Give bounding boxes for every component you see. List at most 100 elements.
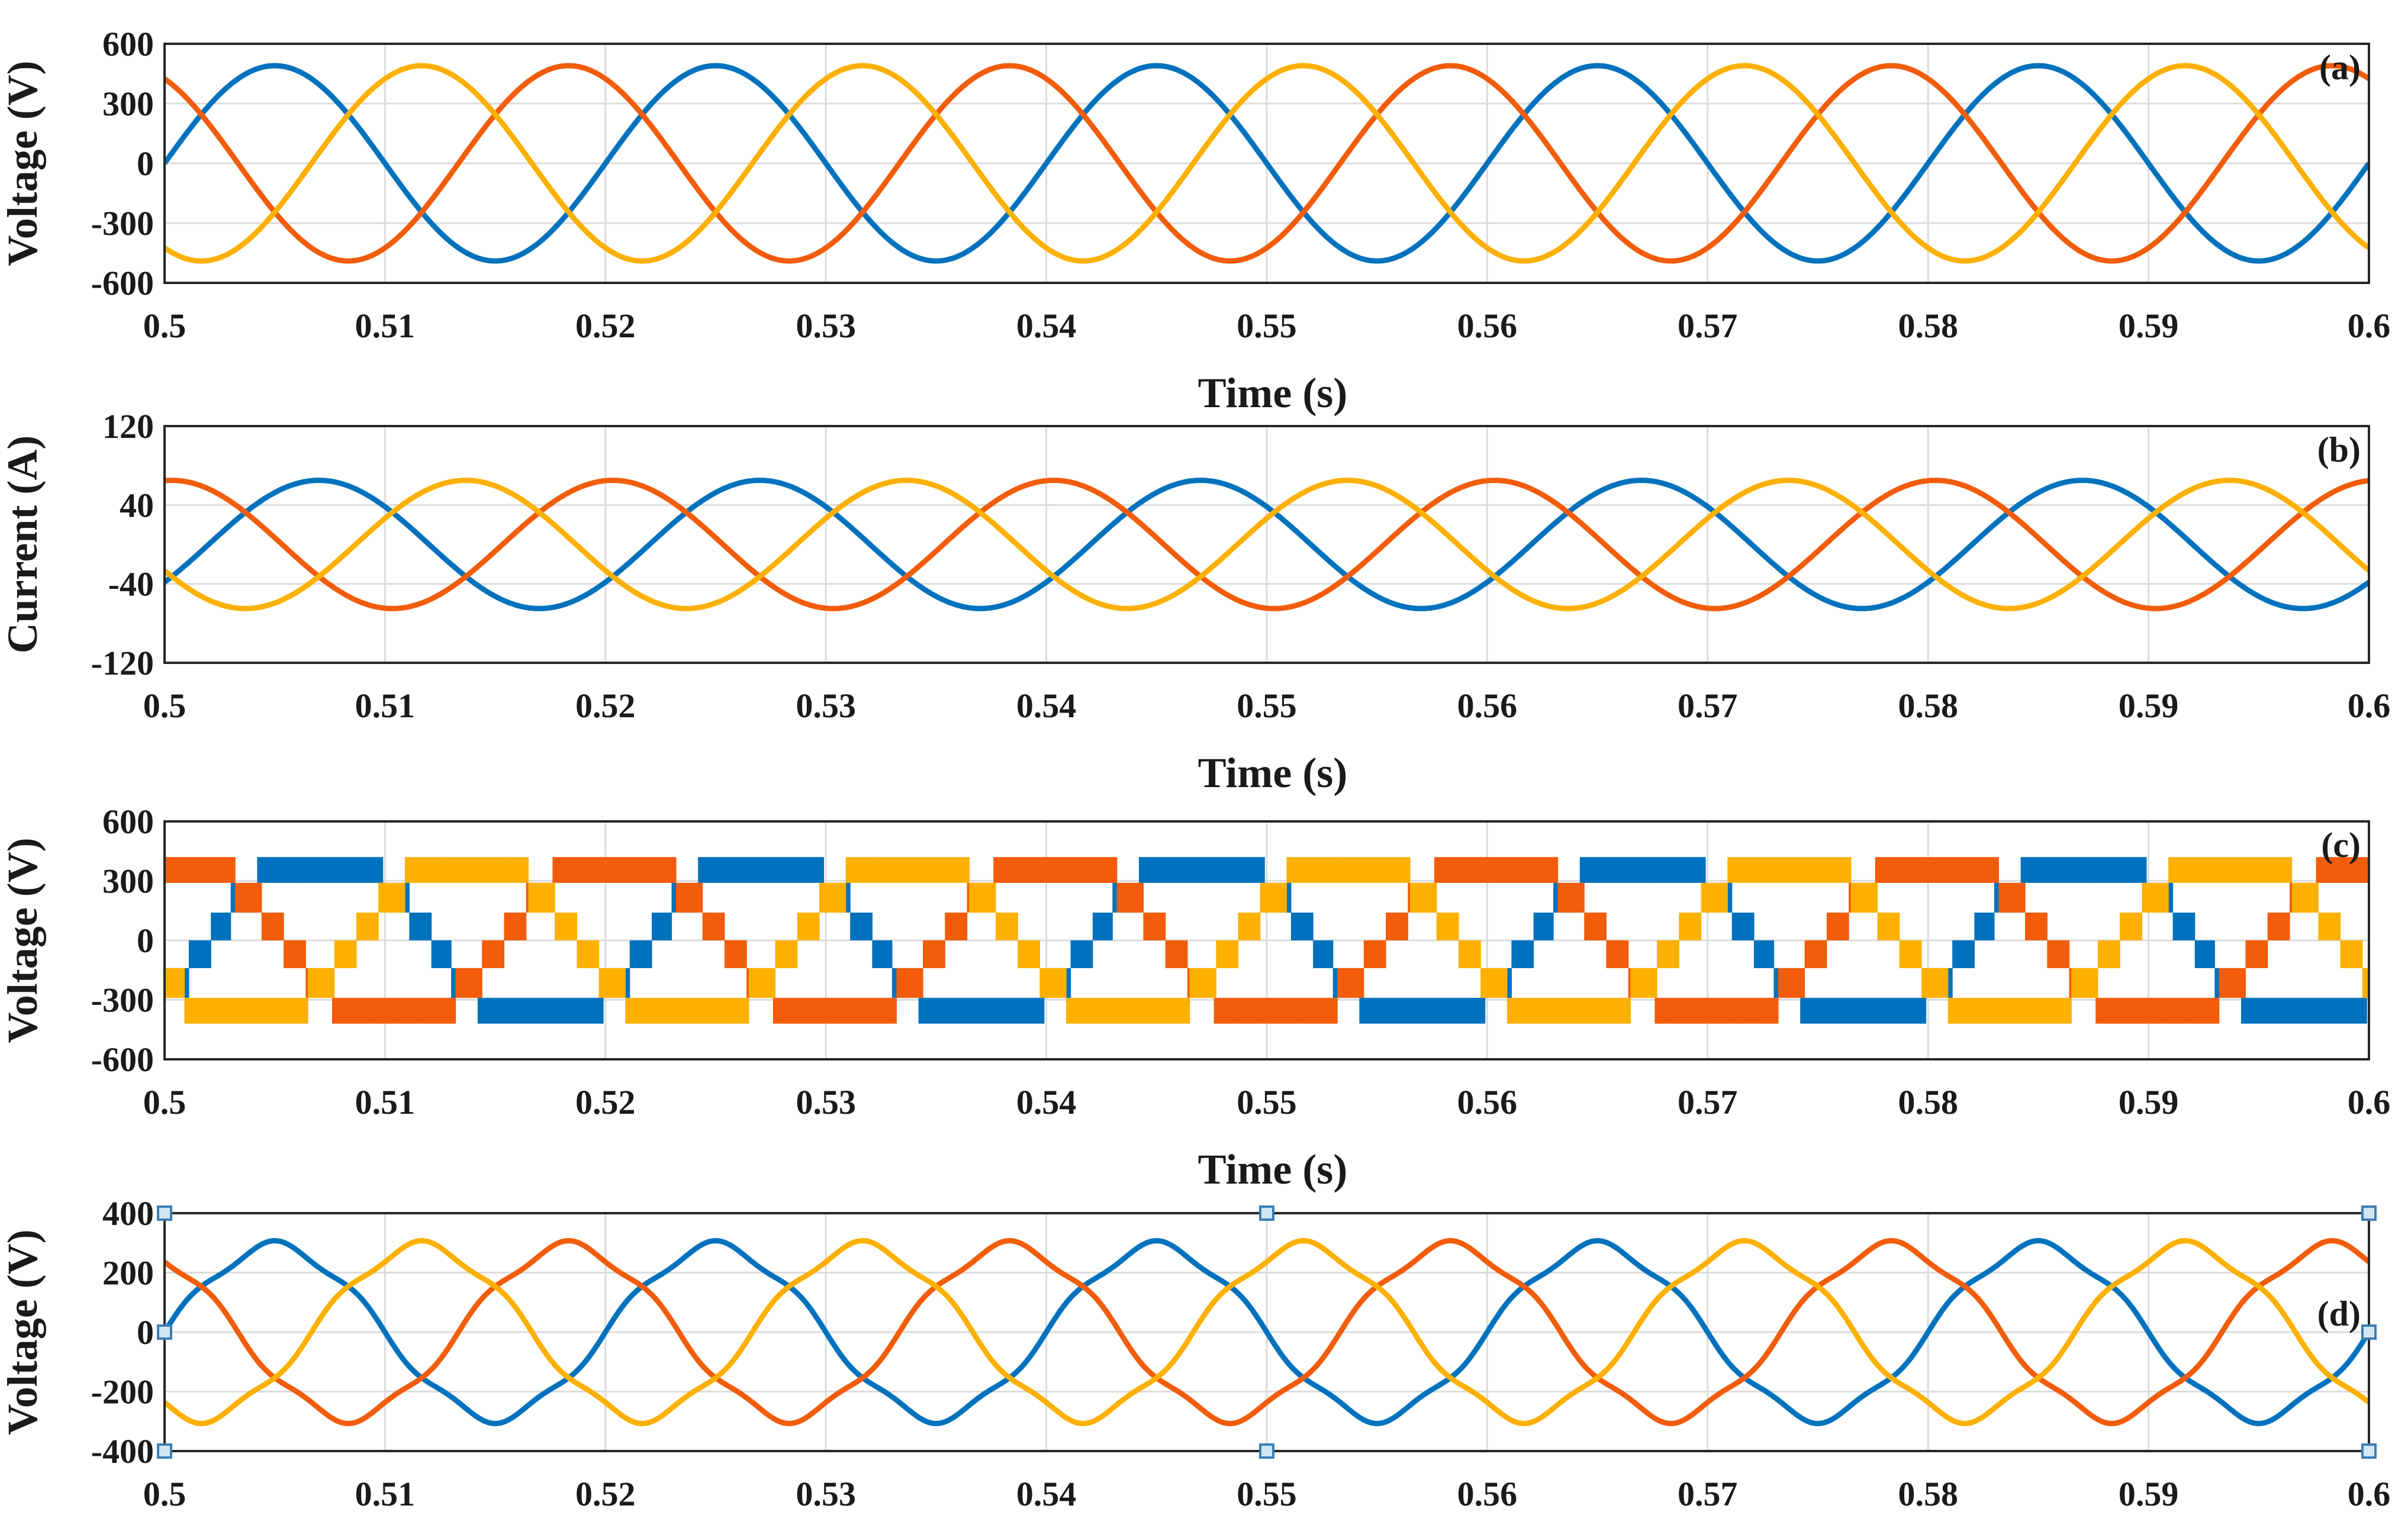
pwm-block <box>367 998 370 1024</box>
pwm-block <box>1727 857 1730 883</box>
pwm-block <box>191 857 194 883</box>
selection-handles[interactable] <box>157 1205 2377 1459</box>
pwm-block <box>446 940 449 968</box>
pwm-block <box>1143 857 1146 883</box>
pwm-block <box>343 940 346 968</box>
resize-handle[interactable] <box>1259 1443 1274 1459</box>
pwm-block <box>1306 998 1309 1024</box>
x-tick-label: 0.54 <box>1016 686 1077 725</box>
pwm-block <box>1749 857 1752 883</box>
pwm-block <box>885 857 888 883</box>
pwm-block <box>1090 857 1093 883</box>
pwm-block <box>1315 857 1318 883</box>
pwm-block <box>345 998 348 1024</box>
pwm-block <box>2212 940 2215 968</box>
resize-handle[interactable] <box>157 1443 172 1459</box>
x-tick-label: 0.58 <box>1898 686 1958 725</box>
pwm-block <box>1905 998 1909 1024</box>
pwm-block <box>2084 968 2087 998</box>
pwm-block <box>1688 857 1691 883</box>
pwm-block <box>2095 968 2098 998</box>
pwm-block <box>1363 940 1367 968</box>
pwm-block <box>2148 882 2151 913</box>
pwm-block <box>2139 913 2143 940</box>
pwm-block <box>437 940 441 968</box>
pwm-block <box>510 913 513 940</box>
pwm-block <box>914 857 917 883</box>
resize-handle[interactable] <box>2361 1205 2377 1221</box>
pwm-block <box>1363 857 1367 883</box>
pwm-block <box>2217 968 2220 998</box>
pwm-block <box>521 998 524 1024</box>
pwm-block <box>2005 882 2008 913</box>
pwm-block <box>1427 998 1431 1024</box>
pwm-block <box>1097 913 1100 940</box>
pwm-block <box>1553 998 1556 1024</box>
pwm-block <box>2307 882 2310 913</box>
pwm-block <box>2241 857 2244 883</box>
pwm-block <box>2201 857 2204 883</box>
pwm-block <box>632 857 635 883</box>
pwm-block <box>303 857 306 883</box>
pwm-block <box>850 998 853 1024</box>
pwm-block <box>1976 998 1979 1024</box>
pwm-block <box>2338 998 2341 1024</box>
resize-handle[interactable] <box>157 1324 172 1340</box>
pwm-block <box>1324 940 1327 968</box>
pwm-block <box>863 857 866 883</box>
pwm-block <box>2133 998 2136 1024</box>
pwm-block <box>1683 913 1686 940</box>
pwm-block <box>2078 857 2081 883</box>
pwm-block <box>629 857 633 883</box>
pwm-block <box>726 940 729 968</box>
pwm-block <box>1593 913 1596 940</box>
pwm-block <box>1974 857 1977 883</box>
pwm-block <box>2199 998 2202 1024</box>
pwm-block <box>528 882 531 913</box>
pwm-block <box>1555 882 1559 913</box>
pwm-block <box>669 913 672 940</box>
pwm-block <box>1657 998 1660 1024</box>
pwm-block <box>907 857 910 883</box>
pwm-block <box>861 913 864 940</box>
pwm-block <box>455 968 458 998</box>
pwm-block <box>1443 857 1446 883</box>
pwm-block <box>2193 857 2195 883</box>
pwm-block <box>1185 940 1188 968</box>
x-tick-label: 0.56 <box>1457 307 1518 345</box>
pwm-block <box>1326 857 1329 883</box>
pwm-block <box>1412 998 1415 1024</box>
pwm-block <box>486 940 490 968</box>
pwm-block <box>2084 857 2087 883</box>
panels: 0.5 0.51 0.52 0.53 0.54 0.55 0.56 0.57 0.58 0.59 0… <box>0 25 2390 1513</box>
pwm-block <box>466 968 469 998</box>
pwm-block <box>724 940 727 968</box>
pwm-block <box>1811 940 1814 968</box>
pwm-block <box>492 940 496 968</box>
pwm-block <box>947 913 950 940</box>
pwm-block <box>1557 882 1560 913</box>
resize-handle[interactable] <box>2361 1443 2377 1459</box>
pwm-block <box>433 857 436 883</box>
resize-handle[interactable] <box>1259 1205 1274 1221</box>
pwm-block <box>1976 913 1979 940</box>
pwm-block <box>830 882 833 913</box>
pwm-block <box>1895 913 1898 940</box>
pwm-block <box>1595 913 1598 940</box>
pwm-block <box>1383 857 1386 883</box>
pwm-block <box>784 998 787 1024</box>
pwm-block <box>1934 857 1937 883</box>
pwm-block <box>1560 882 1563 913</box>
pwm-block <box>1022 857 1025 883</box>
pwm-block <box>1474 998 1477 1024</box>
pwm-block <box>1476 998 1479 1024</box>
pwm-block <box>1866 998 1869 1024</box>
resize-handle[interactable] <box>157 1205 172 1221</box>
pwm-block <box>2351 940 2354 968</box>
pwm-block <box>759 857 762 883</box>
resize-handle[interactable] <box>2361 1324 2377 1340</box>
pwm-block <box>1313 857 1316 883</box>
pwm-block <box>1103 857 1106 883</box>
pwm-block <box>1280 882 1283 913</box>
pwm-block <box>938 998 941 1024</box>
